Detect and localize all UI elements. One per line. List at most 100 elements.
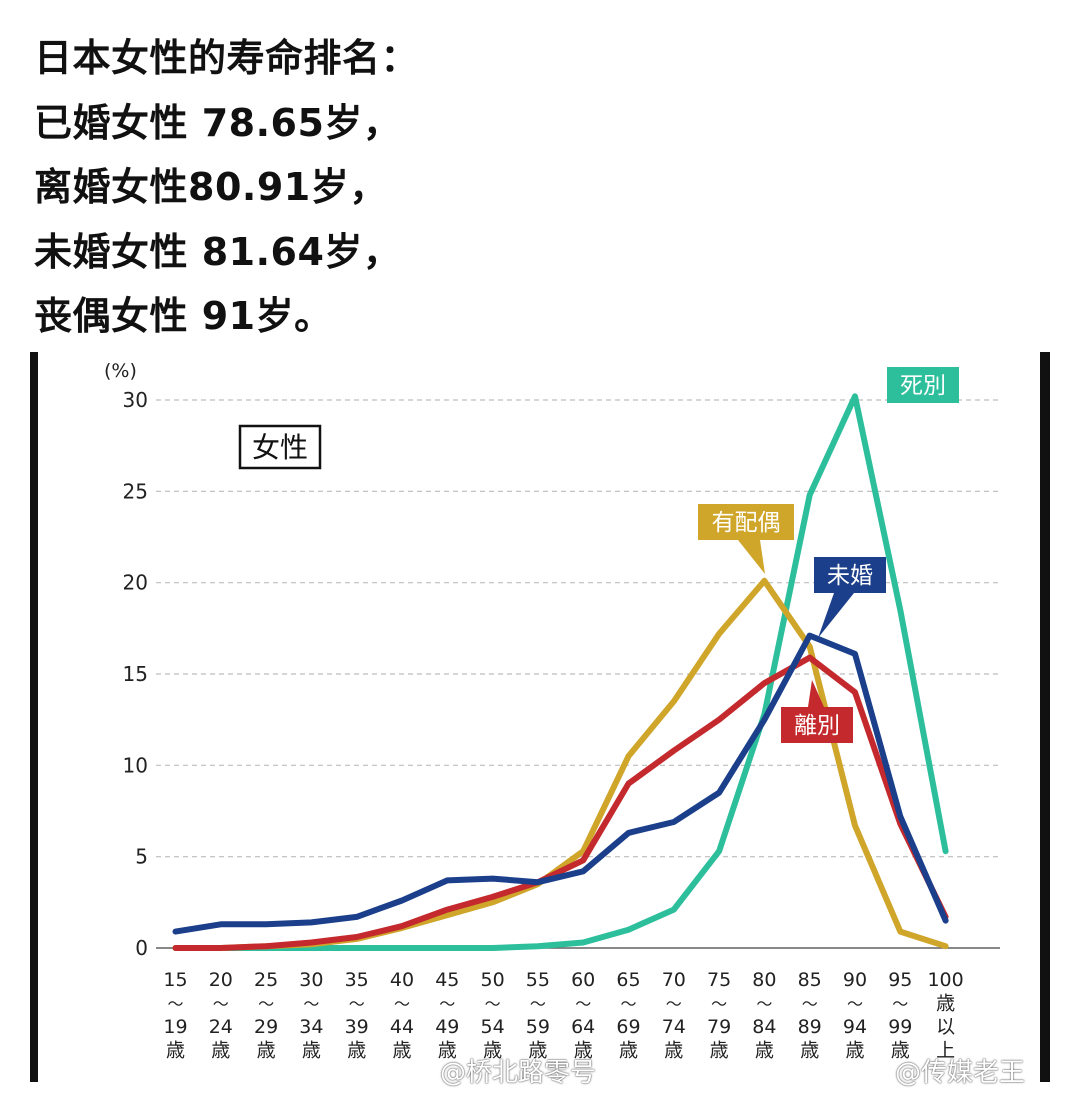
x-tick-11-part-0: 70 [662, 969, 686, 991]
series-lines [172, 393, 949, 951]
y-tick-30: 30 [123, 388, 148, 412]
x-tick-9-part-3: 歳 [574, 1040, 593, 1062]
x-tick-5-part-3: 歳 [392, 1040, 411, 1062]
x-tick-13-part-1: ～ [756, 995, 772, 1014]
series-label-1: 有配偶 [698, 504, 794, 574]
x-tick-3-part-1: ～ [303, 995, 319, 1014]
x-tick-3-part-2: 34 [299, 1016, 323, 1038]
x-tick-6-part-0: 45 [435, 969, 459, 991]
headline: 日本女性的寿命排名： 已婚女性 78.65岁， 离婚女性80.91岁， 未婚女性… [34, 26, 594, 349]
series-label-box-3 [814, 557, 886, 593]
x-tick-4-part-2: 39 [345, 1016, 369, 1038]
x-tick-9-part-0: 60 [571, 969, 595, 991]
x-tick-1-part-2: 24 [209, 1016, 233, 1038]
x-tick-0-part-1: ～ [167, 995, 183, 1014]
x-tick-6-part-2: 49 [435, 1016, 459, 1038]
x-tick-6: 45 ～ 49歳 [435, 969, 459, 1062]
x-tick-12-part-3: 歳 [710, 1040, 729, 1062]
x-tick-17-part-0: 100 [927, 969, 963, 991]
x-tick-9-part-1: ～ [575, 995, 591, 1014]
x-tick-9: 60 ～ 64歳 [571, 969, 595, 1062]
series-label-3: 未婚 [814, 557, 886, 638]
x-tick-15: 90 ～ 94歳 [843, 969, 867, 1062]
x-tick-15-part-1: ～ [847, 995, 863, 1014]
series-line-2 [172, 654, 949, 951]
x-tick-4-part-3: 歳 [347, 1040, 366, 1062]
x-tick-0-part-2: 19 [163, 1016, 187, 1038]
series-label-text-1: 有配偶 [712, 510, 781, 536]
x-tick-14-part-3: 歳 [800, 1040, 819, 1062]
series-label-text-0: 死別 [900, 373, 946, 399]
y-tick-10: 10 [123, 753, 148, 777]
x-tick-2-part-0: 25 [254, 969, 278, 991]
x-tick-10: 65 ～ 69歳 [616, 969, 640, 1062]
watermark-1: @桥北路零号 [440, 1058, 597, 1088]
chart-title: 女性 [252, 431, 308, 464]
x-tick-10-part-2: 69 [616, 1016, 640, 1038]
x-tick-12-part-2: 79 [707, 1016, 731, 1038]
x-tick-14-part-1: ～ [802, 995, 818, 1014]
x-tick-8: 55 ～ 59歳 [526, 969, 550, 1062]
x-tick-3-part-3: 歳 [302, 1040, 321, 1062]
x-tick-4-part-0: 35 [345, 969, 369, 991]
x-tick-8-part-2: 59 [526, 1016, 550, 1038]
x-tick-10-part-0: 65 [616, 969, 640, 991]
x-tick-0: 15 ～ 19歳 [163, 969, 187, 1062]
x-tick-5: 40 ～ 44歳 [390, 969, 414, 1062]
x-tick-11-part-1: ～ [666, 995, 682, 1014]
x-tick-6-part-1: ～ [439, 995, 455, 1014]
x-tick-1-part-1: ～ [213, 995, 229, 1014]
x-tick-12: 75 ～ 79歳 [707, 969, 731, 1062]
x-tick-labels: 15～19歳20～24歳25～29歳30～34歳35～39歳40～44歳45～4… [163, 969, 963, 1062]
x-tick-1-part-3: 歳 [211, 1040, 230, 1062]
x-tick-10-part-1: ～ [620, 995, 636, 1014]
headline-widowed: 丧偶女性 91岁。 [34, 294, 333, 338]
series-line-0 [172, 393, 949, 951]
x-tick-14-part-0: 85 [798, 969, 822, 991]
y-tick-5: 5 [135, 845, 148, 869]
x-tick-7-part-1: ～ [485, 995, 501, 1014]
chart-panel: 0 5 10 15 20 25 30 15 ～ 19 歳 20 ～ 24 歳 25 ～ 29 歳 30 ～ 34 歳 35 ～… [38, 352, 1040, 1082]
y-axis-unit: (%) [104, 360, 137, 382]
headline-unmarried: 未婚女性 81.64岁， [34, 229, 402, 274]
y-tick-20: 20 [123, 571, 148, 595]
x-tick-13-part-3: 歳 [755, 1040, 774, 1062]
headline-married: 已婚女性 78.65岁， [34, 100, 402, 145]
series-label-2: 離別 [781, 680, 853, 743]
chart-frame: 0 5 10 15 20 25 30 15 ～ 19 歳 20 ～ 24 歳 25 ～ 29 歳 30 ～ 34 歳 35 ～… [30, 352, 1050, 1082]
x-tick-10-part-3: 歳 [619, 1040, 638, 1062]
x-tick-17-part-1: 歳 [936, 993, 955, 1015]
x-tick-11-part-2: 74 [662, 1016, 686, 1038]
x-tick-15-part-3: 歳 [845, 1040, 864, 1062]
series-label-pointer-3 [818, 593, 854, 638]
x-tick-15-part-2: 94 [843, 1016, 867, 1038]
x-tick-3-part-0: 30 [299, 969, 323, 991]
x-tick-0-part-3: 歳 [166, 1040, 185, 1062]
x-tick-4: 35 ～ 39歳 [345, 969, 369, 1062]
series-label-text-3: 未婚 [827, 563, 873, 589]
series-label-text-2: 離別 [794, 713, 840, 739]
x-tick-13: 80 ～ 84歳 [752, 969, 776, 1062]
x-tick-12-part-1: ～ [711, 995, 727, 1014]
x-tick-8-part-0: 55 [526, 969, 550, 991]
x-tick-2: 25 ～ 29歳 [254, 969, 278, 1062]
x-tick-1-part-0: 20 [209, 969, 233, 991]
series-label-box-1 [698, 504, 794, 540]
x-tick-11: 70 ～ 74歳 [662, 969, 686, 1062]
x-tick-2-part-1: ～ [258, 995, 274, 1014]
x-tick-14-part-2: 89 [798, 1016, 822, 1038]
x-tick-17-part-3: 上 [936, 1040, 955, 1062]
x-tick-7-part-3: 歳 [483, 1040, 502, 1062]
headline-divorced: 离婚女性80.91岁， [34, 165, 388, 209]
series-line-1 [172, 577, 949, 951]
x-tick-14: 85 ～ 89歳 [798, 969, 822, 1062]
y-tick-0: 0 [135, 936, 148, 960]
x-tick-13-part-0: 80 [752, 969, 776, 991]
x-tick-7-part-0: 50 [481, 969, 505, 991]
x-tick-2-part-2: 29 [254, 1016, 278, 1038]
x-tick-3: 30 ～ 34歳 [299, 969, 323, 1062]
x-tick-17-part-2: 以 [936, 1016, 955, 1038]
